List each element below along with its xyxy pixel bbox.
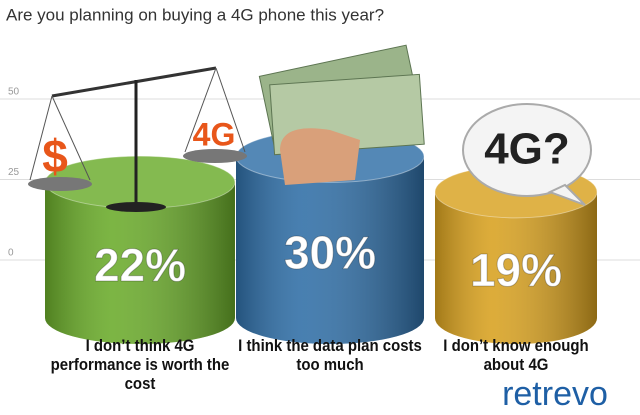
cylinder-shade [236, 156, 424, 344]
chart-title: Are you planning on buying a 4G phone th… [6, 5, 384, 24]
cylinder [44, 155, 236, 344]
category-label: I don’t think 4G performance is worth th… [50, 336, 230, 393]
source-logo: retrevo [502, 375, 608, 413]
speech-bubble: 4G? [462, 103, 592, 206]
4g-question: 4G? [484, 125, 570, 174]
cylinder-shade [435, 191, 597, 344]
cylinder-top-shine [45, 156, 235, 209]
value-label: 22% [94, 239, 186, 291]
value-label: 19% [470, 244, 562, 296]
y-tick-label: 25 [8, 167, 20, 178]
category-label: I think the data plan costs too much [238, 336, 422, 374]
value-label: 30% [284, 226, 376, 278]
y-tick-label: 50 [8, 87, 20, 98]
y-tick-label: 0 [8, 248, 14, 259]
4g-badge: 4G [193, 116, 236, 152]
category-label: I don’t know enough about 4G [443, 336, 589, 374]
dollar-sign: $ [42, 130, 68, 182]
money-illustration [258, 44, 425, 185]
scale-illustration: $ 4G [28, 66, 247, 212]
cylinder-shade [45, 182, 235, 344]
